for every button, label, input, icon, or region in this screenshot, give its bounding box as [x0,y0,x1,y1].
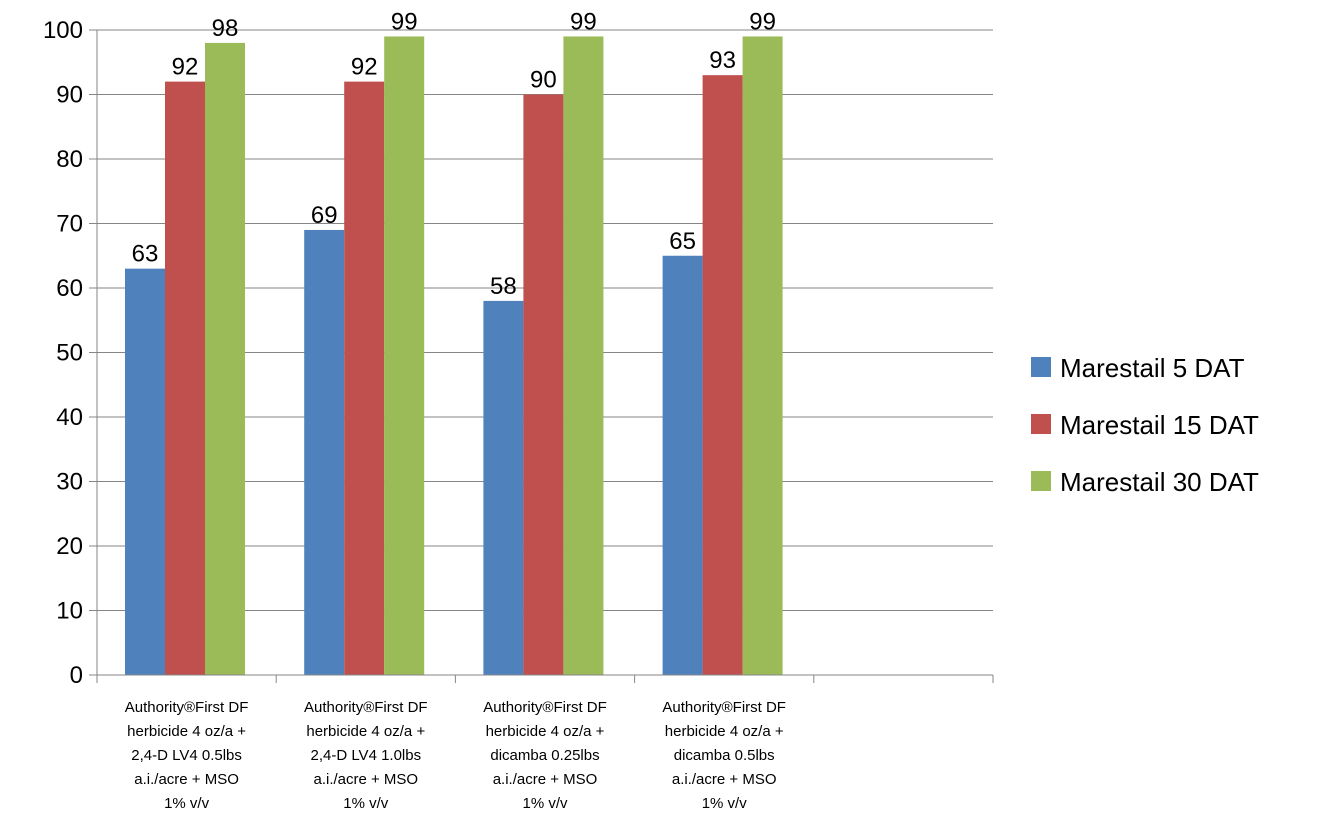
bar [384,36,425,675]
y-tick-label: 20 [56,533,83,560]
bars [125,36,783,676]
data-label: 90 [530,67,557,94]
y-tick-label: 80 [56,146,83,173]
bar [563,36,604,675]
y-tick-label: 0 [70,662,83,689]
bar [742,36,783,675]
axes: 0 10 20 30 40 50 60 70 80 90 100 Authority®First DF… [43,17,994,812]
data-label: 98 [212,15,239,42]
x-category-label: Authority®First DF herbicide 4 oz/a + dica… [662,699,786,812]
data-label: 92 [172,54,199,81]
legend-label: Marestail 30 DAT [1060,467,1259,497]
y-tick-label: 50 [56,340,83,367]
data-label: 99 [391,8,418,35]
bar [702,75,743,675]
data-labels: 63 92 98 69 92 99 58 90 99 65 93 99 [132,8,776,299]
y-tick-label: 30 [56,469,83,496]
data-label: 65 [669,228,696,255]
y-tick-label: 40 [56,404,83,431]
y-tick-label: 100 [43,17,83,44]
bar [344,81,385,676]
y-tick-label: 60 [56,275,83,302]
legend-swatch [1031,471,1051,491]
x-category-label: Authority®First DF herbicide 4 oz/a +2,4-… [304,699,428,812]
bar [483,300,524,675]
y-tick-label: 90 [56,82,83,109]
x-category-label: Authority®First DF herbicide 4 oz/a + dica… [483,699,607,812]
bar [523,94,564,675]
data-label: 99 [749,8,776,35]
bar [125,268,165,675]
y-tick-label: 10 [56,598,83,625]
legend-label: Marestail 5 DAT [1060,353,1245,383]
data-label: 99 [570,8,597,35]
data-label: 93 [709,47,736,74]
data-label: 63 [132,241,159,268]
data-label: 69 [311,202,338,229]
y-tick-label: 70 [56,211,83,238]
legend-label: Marestail 15 DAT [1060,410,1259,440]
legend-swatch [1031,357,1051,377]
bar [662,255,703,675]
legend: Marestail 5 DAT Marestail 15 DAT Marestail… [1031,353,1259,497]
bar [165,81,205,676]
data-label: 92 [351,54,378,81]
bar [304,229,345,675]
bar [205,42,245,675]
x-category-label: Authority®First DF herbicide 4 oz/a +2,4-… [125,699,249,812]
legend-swatch [1031,414,1051,434]
data-label: 58 [490,273,517,300]
